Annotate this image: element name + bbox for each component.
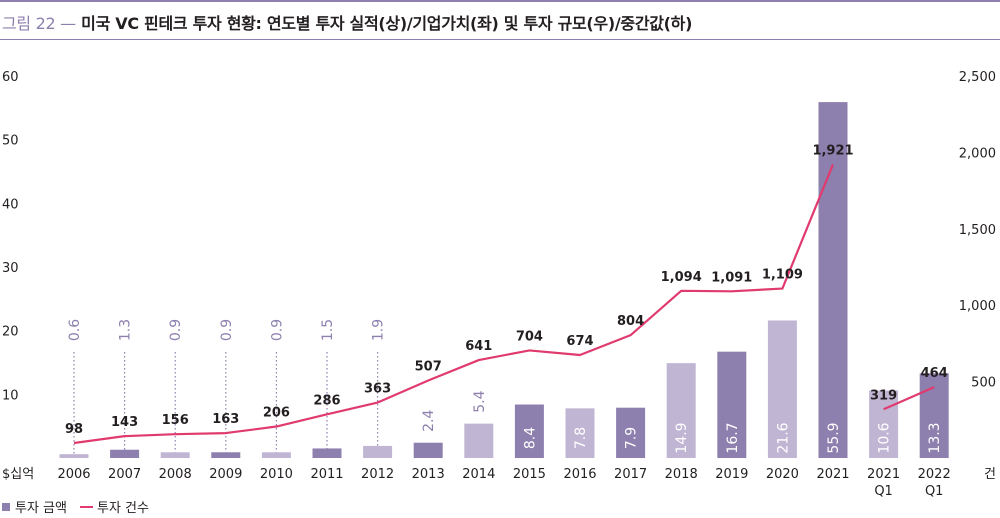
- figure-title-text: 미국 VC 핀테크 투자 현황: 연도별 투자 실적(상)/기업가치(좌) 및 …: [81, 14, 693, 33]
- x-axis-tick-label: Q1: [874, 484, 893, 499]
- bar-value-label: 55.9: [826, 422, 842, 453]
- bar: [312, 448, 342, 458]
- bar: [514, 404, 544, 458]
- x-axis-tick-label: Q1: [925, 484, 944, 499]
- x-axis-tick-label: 2010: [260, 467, 293, 482]
- right-axis-tick-label: 2,500: [959, 70, 996, 85]
- figure-number: 그림 22 —: [2, 14, 76, 33]
- bar-value-label: 10.6: [877, 422, 893, 453]
- legend-swatch-bars: [2, 503, 10, 511]
- x-axis-tick-label: 2012: [361, 467, 394, 482]
- bar-value-label: 1.5: [320, 319, 336, 341]
- chart-title: 그림 22 — 미국 VC 핀테크 투자 현황: 연도별 투자 실적(상)/기업…: [2, 10, 692, 34]
- x-axis-tick-label: 2018: [665, 467, 698, 482]
- bar-value-label: 0.6: [67, 319, 83, 341]
- line-value-label: 641: [465, 339, 492, 354]
- x-axis-tick-label: 2022: [918, 467, 951, 482]
- left-axis-tick-label: 60: [2, 70, 19, 85]
- line-value-label: 704: [516, 329, 543, 344]
- bar: [666, 363, 696, 458]
- left-axis-tick-label: 30: [2, 261, 19, 276]
- left-axis-tick-label: 50: [2, 134, 19, 149]
- bar: [363, 445, 393, 458]
- line-value-label: 507: [415, 360, 442, 375]
- bar: [413, 442, 443, 458]
- bar: [616, 407, 646, 458]
- x-axis-tick-label: 2021: [867, 467, 900, 482]
- bar: [211, 452, 241, 458]
- line-value-label: 156: [162, 413, 189, 428]
- bar-value-label: 1.3: [118, 319, 134, 341]
- line-value-label: 143: [111, 415, 138, 430]
- bar: [717, 351, 747, 458]
- bar-value-label: 21.6: [775, 422, 791, 453]
- x-axis-tick-label: 2016: [563, 467, 596, 482]
- bar-value-label: 5.4: [472, 390, 488, 412]
- line-value-label: 464: [921, 366, 948, 381]
- bar: [767, 320, 797, 458]
- bar: [261, 452, 291, 458]
- right-axis-unit: 건: [984, 467, 996, 482]
- left-axis-tick-label: 20: [2, 325, 19, 340]
- x-axis-tick-label: 2014: [462, 467, 495, 482]
- bar-value-label: 16.7: [725, 422, 741, 453]
- bar: [110, 449, 140, 458]
- line-value-label: 1,091: [711, 270, 752, 285]
- line-value-label: 1,109: [762, 268, 803, 283]
- bar-value-label: 8.4: [522, 427, 538, 449]
- legend-label: 투자 건수: [97, 501, 149, 516]
- line-value-label: 163: [212, 412, 239, 427]
- x-axis-tick-label: 2020: [766, 467, 799, 482]
- right-axis-tick-label: 2,000: [959, 146, 996, 161]
- bar: [565, 408, 595, 458]
- bar-value-label: 7.9: [624, 427, 640, 449]
- x-axis-tick-label: 2017: [614, 467, 647, 482]
- x-axis-tick-label: 2007: [108, 467, 141, 482]
- x-axis-tick-label: 2008: [159, 467, 192, 482]
- left-axis-unit: $십억: [2, 467, 34, 482]
- right-axis-tick-label: 1,000: [959, 299, 996, 314]
- line-value-label: 286: [313, 393, 340, 408]
- x-axis-tick-label: 2015: [513, 467, 546, 482]
- line-value-label: 319: [870, 388, 897, 403]
- count-line-segment: [883, 386, 935, 411]
- title-bar: 그림 22 — 미국 VC 핀테크 투자 현황: 연도별 투자 실적(상)/기업…: [0, 0, 1000, 40]
- x-axis-tick-label: 2021: [816, 467, 849, 482]
- right-axis-tick-label: 1,500: [959, 223, 996, 238]
- x-axis-tick-label: 2011: [310, 467, 343, 482]
- line-value-label: 674: [566, 334, 593, 349]
- line-value-label: 1,921: [812, 143, 853, 158]
- left-axis-tick-label: 10: [2, 388, 19, 403]
- bar-value-label: 7.8: [573, 427, 589, 449]
- bar-value-label: 0.9: [269, 319, 285, 341]
- bar-value-label: 1.9: [371, 319, 387, 341]
- right-axis-tick-label: 500: [971, 376, 996, 391]
- line-value-label: 363: [364, 382, 391, 397]
- count-line-segment: [73, 164, 835, 445]
- line-value-label: 1,094: [661, 270, 702, 285]
- bar: [869, 390, 899, 458]
- line-value-label: 804: [617, 314, 644, 329]
- x-axis-tick-label: 2006: [57, 467, 90, 482]
- bar: [59, 454, 89, 458]
- line-value-label: 98: [65, 422, 83, 437]
- legend-label: 투자 금액: [15, 501, 67, 516]
- bar-value-label: 14.9: [674, 422, 690, 453]
- x-axis-tick-label: 2009: [209, 467, 242, 482]
- bar: [818, 102, 848, 458]
- bar-value-label: 0.9: [168, 319, 184, 341]
- bar-value-label: 13.3: [927, 422, 943, 453]
- bar: [160, 452, 190, 458]
- bar: [464, 423, 494, 458]
- x-axis-tick-label: 2019: [715, 467, 748, 482]
- bar-value-label: 0.9: [219, 319, 235, 341]
- left-axis-tick-label: 40: [2, 197, 19, 212]
- x-axis-tick-label: 2013: [412, 467, 445, 482]
- bar-value-label: 2.4: [421, 409, 437, 431]
- line-value-label: 206: [263, 406, 290, 421]
